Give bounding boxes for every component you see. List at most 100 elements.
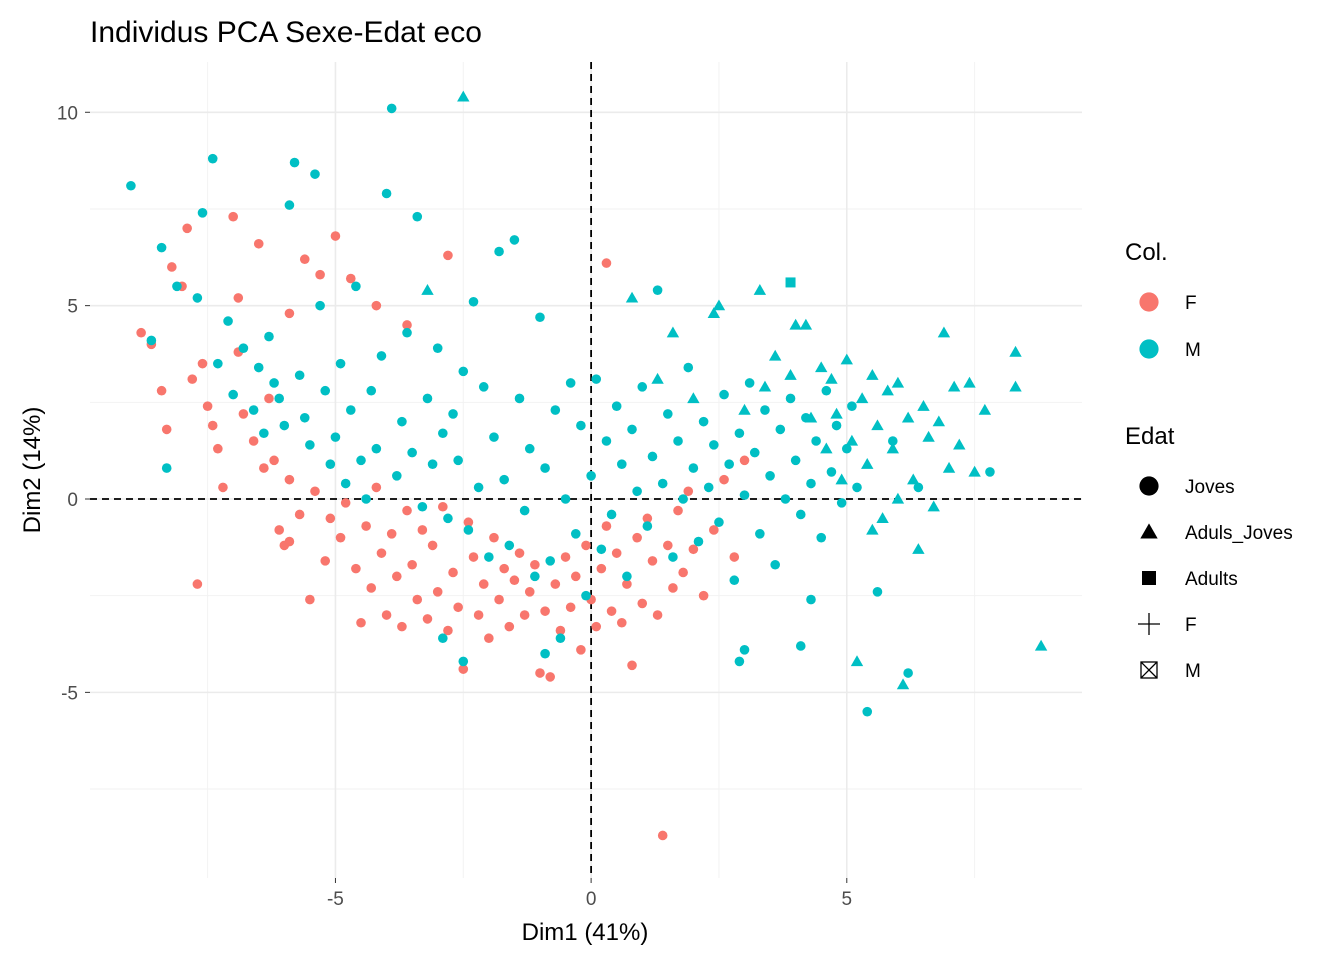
y-tick-label: -5 bbox=[61, 683, 78, 704]
data-point-m-circle bbox=[816, 532, 827, 543]
data-point-f-circle bbox=[494, 594, 504, 605]
y-axis-ticks: -5 0 5 10 bbox=[57, 103, 90, 704]
data-point-f-circle bbox=[622, 579, 632, 589]
data-point-m-circle bbox=[499, 474, 509, 485]
data-point-m-circle bbox=[806, 594, 816, 605]
data-point-f-circle bbox=[259, 463, 269, 473]
data-point-m-circle bbox=[371, 443, 382, 454]
data-point-m-triangle bbox=[651, 372, 664, 384]
data-point-f-circle bbox=[412, 594, 423, 605]
data-point-m-circle bbox=[601, 436, 612, 446]
data-point-m-circle bbox=[213, 358, 223, 369]
data-point-m-triangle bbox=[421, 283, 434, 295]
data-point-f-circle bbox=[284, 536, 295, 547]
legend-label: M bbox=[1185, 340, 1201, 361]
data-point-f-circle bbox=[683, 486, 694, 497]
x-tick-label: 5 bbox=[841, 889, 852, 910]
data-point-f-circle bbox=[473, 610, 484, 620]
data-point-f-circle bbox=[407, 559, 417, 570]
data-point-m-triangle bbox=[866, 369, 879, 380]
x-axis-title: Dim1 (41%) bbox=[522, 919, 649, 946]
data-point-m-triangle bbox=[886, 442, 900, 454]
data-point-m-circle bbox=[652, 285, 663, 295]
data-point-m-circle bbox=[719, 389, 729, 400]
data-point-f-circle bbox=[356, 617, 366, 628]
data-point-m-triangle bbox=[922, 430, 935, 442]
data-point-m-circle bbox=[443, 513, 453, 524]
data-point-f-circle bbox=[197, 358, 208, 369]
data-point-m-circle bbox=[386, 103, 397, 114]
data-point-f-circle bbox=[228, 211, 238, 222]
data-point-m-circle bbox=[714, 517, 724, 528]
y-tick-label: 5 bbox=[67, 297, 78, 318]
data-point-m-circle bbox=[555, 633, 566, 644]
data-point-m-circle bbox=[985, 467, 995, 477]
data-point-f-circle bbox=[253, 238, 264, 249]
data-point-f-circle bbox=[555, 625, 566, 636]
data-point-f-circle bbox=[294, 509, 305, 520]
data-point-f-circle bbox=[443, 625, 453, 636]
data-point-m-triangle bbox=[912, 543, 925, 554]
data-point-m-circle bbox=[478, 382, 489, 392]
data-point-m-circle bbox=[852, 482, 862, 493]
data-point-f-circle bbox=[238, 409, 249, 419]
data-point-f-circle bbox=[504, 621, 515, 632]
data-point-m-circle bbox=[729, 575, 740, 586]
data-point-m-circle bbox=[330, 432, 341, 442]
data-point-f-circle bbox=[668, 583, 678, 593]
data-point-f-circle bbox=[325, 513, 336, 524]
data-point-m-circle bbox=[683, 362, 694, 373]
data-point-m-circle bbox=[780, 494, 791, 504]
data-point-m-circle bbox=[545, 556, 556, 566]
data-point-m-triangle bbox=[835, 473, 848, 485]
data-point-m-triangle bbox=[881, 384, 894, 396]
legend-title: Edat bbox=[1125, 423, 1175, 450]
data-point-m-circle bbox=[709, 440, 719, 450]
x-tick-label: 0 bbox=[586, 889, 597, 910]
data-point-f-circle bbox=[386, 529, 397, 539]
data-point-m-square bbox=[785, 277, 796, 288]
y-tick-label: 0 bbox=[67, 490, 78, 511]
data-point-f-circle bbox=[330, 231, 341, 241]
data-point-f-circle bbox=[248, 436, 259, 446]
data-point-f-circle bbox=[565, 602, 576, 613]
data-point-m-circle bbox=[642, 521, 653, 531]
data-point-f-circle bbox=[371, 300, 382, 311]
data-point-f-circle bbox=[448, 567, 458, 578]
data-point-m-circle bbox=[519, 505, 530, 516]
data-point-m-circle bbox=[647, 451, 658, 462]
data-point-m-triangle bbox=[947, 380, 961, 392]
data-point-m-circle bbox=[504, 540, 515, 551]
data-point-m-triangle bbox=[815, 361, 828, 373]
data-point-m-circle bbox=[238, 343, 249, 353]
data-point-m-circle bbox=[284, 200, 295, 210]
data-point-m-triangle bbox=[942, 461, 956, 473]
data-point-m-circle bbox=[335, 358, 346, 369]
data-point-f-circle bbox=[688, 544, 699, 555]
data-point-f-circle bbox=[320, 556, 331, 566]
data-point-m-circle bbox=[417, 501, 428, 512]
data-point-m-circle bbox=[376, 351, 387, 361]
data-point-m-triangle bbox=[927, 500, 940, 512]
data-point-f-circle bbox=[739, 455, 750, 466]
data-point-m-circle bbox=[438, 633, 448, 644]
data-point-f-circle bbox=[366, 583, 377, 593]
data-point-f-circle bbox=[438, 501, 448, 512]
data-point-f-circle bbox=[489, 532, 499, 543]
data-point-m-triangle bbox=[789, 318, 802, 330]
data-point-m-triangle bbox=[963, 376, 976, 388]
data-point-f-circle bbox=[596, 563, 607, 574]
data-point-f-circle bbox=[376, 548, 387, 558]
data-point-f-circle bbox=[345, 273, 356, 284]
data-point-m-circle bbox=[299, 412, 310, 423]
data-point-m-circle bbox=[248, 405, 259, 415]
data-point-f-circle bbox=[463, 517, 474, 528]
data-point-f-circle bbox=[524, 587, 535, 597]
data-point-f-circle bbox=[499, 563, 509, 574]
data-point-f-circle bbox=[509, 575, 520, 586]
data-point-m-circle bbox=[550, 405, 561, 415]
data-point-m-circle bbox=[392, 471, 402, 481]
data-point-m-triangle bbox=[937, 326, 951, 338]
data-point-m-triangle bbox=[968, 465, 981, 477]
data-point-m-triangle bbox=[687, 392, 700, 404]
